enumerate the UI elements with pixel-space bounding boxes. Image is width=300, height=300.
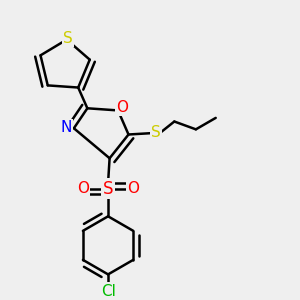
Text: S: S [103,180,113,198]
Text: N: N [61,120,72,135]
Text: Cl: Cl [100,284,116,299]
Text: O: O [128,181,140,196]
Text: O: O [77,181,89,196]
Text: S: S [151,125,161,140]
Text: O: O [117,100,129,115]
Text: S: S [63,31,73,46]
